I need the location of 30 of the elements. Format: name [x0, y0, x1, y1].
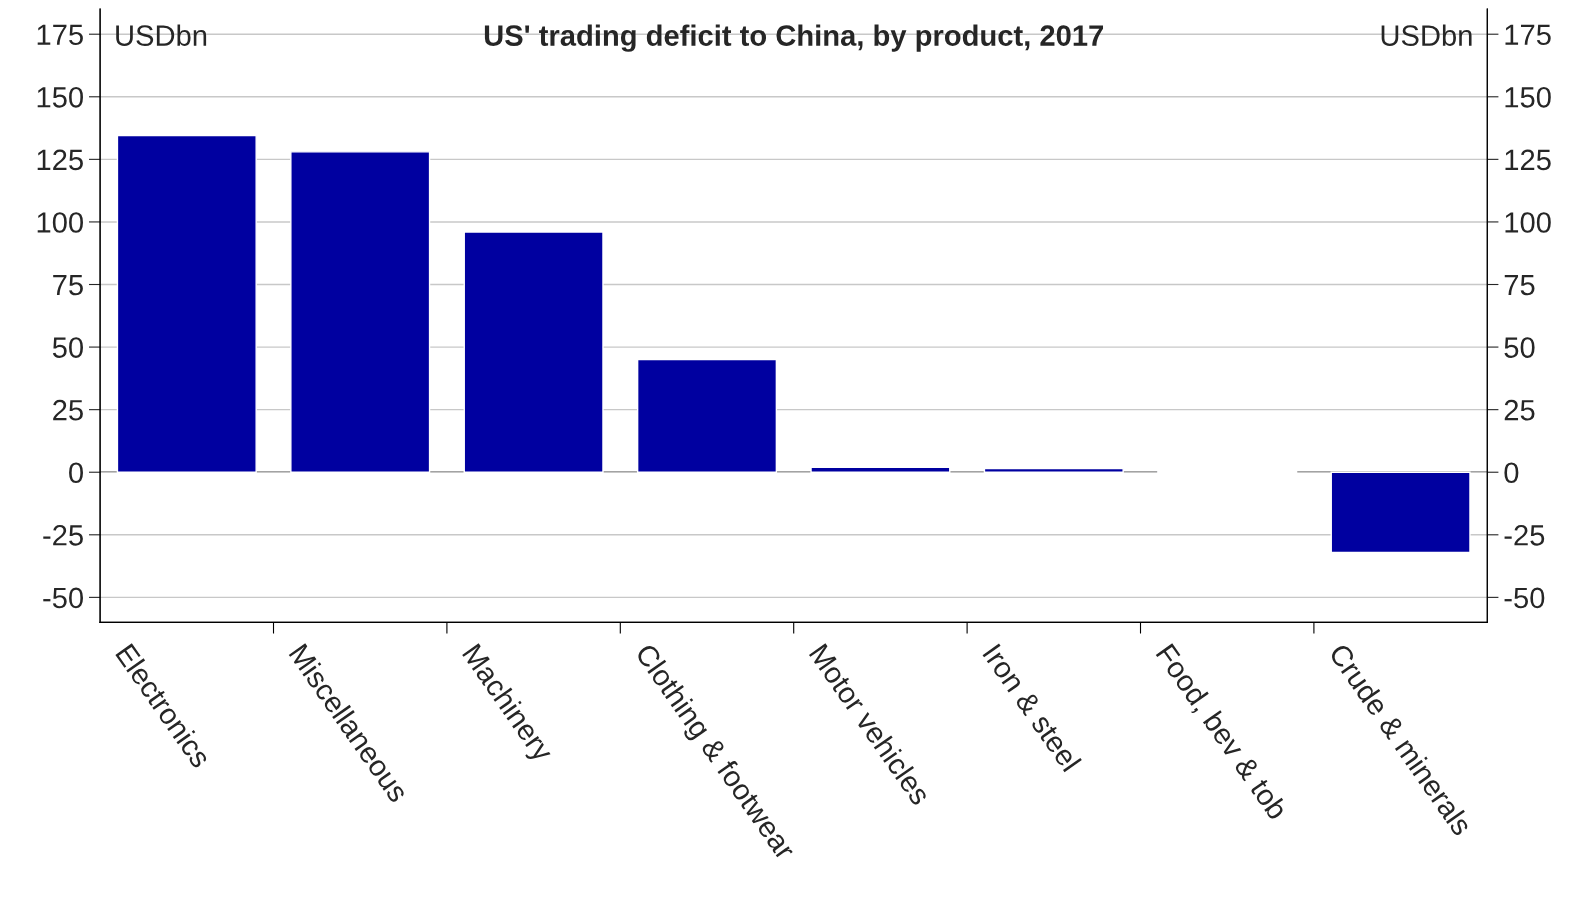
bar	[810, 466, 951, 473]
y2-tick-label: 175	[1505, 24, 1551, 46]
y-axis-title: USDbn	[116, 24, 207, 46]
y-tick-label: 100	[37, 212, 83, 233]
y2-tick-label: -50	[1504, 587, 1545, 609]
y-tick-label: 150	[37, 86, 83, 108]
bar	[983, 467, 1124, 473]
y-tick-label: -25	[43, 525, 83, 546]
y2-tick-label: 0	[1504, 462, 1519, 484]
y2-tick-label: 150	[1505, 86, 1551, 108]
y2-tick-label: 100	[1505, 212, 1551, 233]
y-tick-label: 50	[52, 337, 83, 358]
bar	[463, 231, 604, 473]
chart-title: US' trading deficit to China, by product, 2017	[484, 24, 1104, 52]
bar	[1330, 471, 1471, 554]
y-tick-label: 75	[53, 275, 83, 296]
y-tick-label: 175	[37, 24, 83, 46]
y2-axis-title: USDbn	[1381, 24, 1472, 46]
y2-tick-label: 75	[1504, 275, 1535, 296]
y2-tick-label: -25	[1504, 525, 1545, 546]
y2-tick-label: 125	[1505, 149, 1551, 171]
y-tick-label: 0	[69, 462, 83, 484]
bar	[290, 151, 431, 473]
bar	[116, 134, 257, 473]
y2-tick-label: 25	[1504, 399, 1535, 421]
y-tick-label: -50	[43, 587, 83, 609]
y-tick-label: 25	[53, 399, 83, 421]
bar	[636, 358, 778, 473]
y-tick-label: 125	[37, 149, 83, 171]
y2-tick-label: 50	[1504, 337, 1535, 358]
